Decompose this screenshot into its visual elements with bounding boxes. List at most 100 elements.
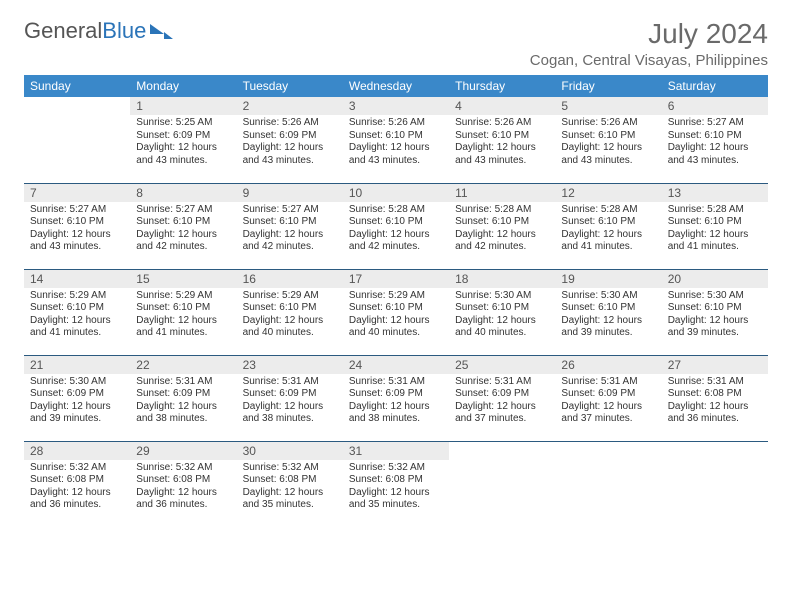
day-cell: 9Sunrise: 5:27 AMSunset: 6:10 PMDaylight… [237,183,343,269]
sunset-text: Sunset: 6:08 PM [243,474,337,487]
daylight-text: Daylight: 12 hours and 39 minutes. [561,315,655,340]
sunset-text: Sunset: 6:08 PM [668,388,762,401]
day-cell: 25Sunrise: 5:31 AMSunset: 6:09 PMDayligh… [449,355,555,441]
day-body: Sunrise: 5:28 AMSunset: 6:10 PMDaylight:… [662,202,768,258]
sunset-text: Sunset: 6:10 PM [349,216,443,229]
day-cell: 14Sunrise: 5:29 AMSunset: 6:10 PMDayligh… [24,269,130,355]
day-cell: 5Sunrise: 5:26 AMSunset: 6:10 PMDaylight… [555,97,661,183]
day-number: 9 [237,184,343,202]
sunrise-text: Sunrise: 5:26 AM [349,117,443,130]
daylight-text: Daylight: 12 hours and 43 minutes. [561,142,655,167]
location: Cogan, Central Visayas, Philippines [530,52,768,69]
daylight-text: Daylight: 12 hours and 41 minutes. [668,229,762,254]
sunrise-text: Sunrise: 5:32 AM [243,462,337,475]
day-body: Sunrise: 5:32 AMSunset: 6:08 PMDaylight:… [130,460,236,516]
daylight-text: Daylight: 12 hours and 42 minutes. [136,229,230,254]
sunrise-text: Sunrise: 5:30 AM [668,290,762,303]
sunrise-text: Sunrise: 5:31 AM [243,376,337,389]
sunset-text: Sunset: 6:10 PM [30,216,124,229]
day-cell: 12Sunrise: 5:28 AMSunset: 6:10 PMDayligh… [555,183,661,269]
daylight-text: Daylight: 12 hours and 43 minutes. [668,142,762,167]
day-number: 21 [24,356,130,374]
sunrise-text: Sunrise: 5:30 AM [455,290,549,303]
daylight-text: Daylight: 12 hours and 42 minutes. [349,229,443,254]
day-number: 20 [662,270,768,288]
sunrise-text: Sunrise: 5:30 AM [561,290,655,303]
sunset-text: Sunset: 6:10 PM [561,302,655,315]
day-body: Sunrise: 5:28 AMSunset: 6:10 PMDaylight:… [449,202,555,258]
day-number: 5 [555,97,661,115]
day-body: Sunrise: 5:27 AMSunset: 6:10 PMDaylight:… [662,115,768,171]
week-row: 1Sunrise: 5:25 AMSunset: 6:09 PMDaylight… [24,97,768,183]
sunset-text: Sunset: 6:09 PM [30,388,124,401]
day-number: 24 [343,356,449,374]
sunset-text: Sunset: 6:10 PM [243,302,337,315]
sunrise-text: Sunrise: 5:28 AM [455,204,549,217]
sunrise-text: Sunrise: 5:29 AM [136,290,230,303]
sunset-text: Sunset: 6:10 PM [668,130,762,143]
day-body: Sunrise: 5:28 AMSunset: 6:10 PMDaylight:… [343,202,449,258]
day-body: Sunrise: 5:29 AMSunset: 6:10 PMDaylight:… [343,288,449,344]
day-body: Sunrise: 5:32 AMSunset: 6:08 PMDaylight:… [24,460,130,516]
weekday-header: Tuesday [237,75,343,97]
day-cell: 30Sunrise: 5:32 AMSunset: 6:08 PMDayligh… [237,441,343,527]
day-body: Sunrise: 5:27 AMSunset: 6:10 PMDaylight:… [237,202,343,258]
daylight-text: Daylight: 12 hours and 39 minutes. [30,401,124,426]
daylight-text: Daylight: 12 hours and 36 minutes. [136,487,230,512]
daylight-text: Daylight: 12 hours and 43 minutes. [30,229,124,254]
sunrise-text: Sunrise: 5:31 AM [668,376,762,389]
sunset-text: Sunset: 6:08 PM [349,474,443,487]
day-body: Sunrise: 5:30 AMSunset: 6:10 PMDaylight:… [662,288,768,344]
day-body: Sunrise: 5:31 AMSunset: 6:08 PMDaylight:… [662,374,768,430]
daylight-text: Daylight: 12 hours and 43 minutes. [136,142,230,167]
day-body: Sunrise: 5:31 AMSunset: 6:09 PMDaylight:… [237,374,343,430]
sunrise-text: Sunrise: 5:28 AM [561,204,655,217]
weekday-header: Sunday [24,75,130,97]
logo: GeneralBlue [24,18,164,44]
logo-sail-icon [150,24,164,34]
daylight-text: Daylight: 12 hours and 40 minutes. [349,315,443,340]
sunset-text: Sunset: 6:09 PM [136,130,230,143]
day-number: 28 [24,442,130,460]
sunset-text: Sunset: 6:10 PM [136,216,230,229]
daylight-text: Daylight: 12 hours and 35 minutes. [243,487,337,512]
sunset-text: Sunset: 6:09 PM [455,388,549,401]
day-cell: 4Sunrise: 5:26 AMSunset: 6:10 PMDaylight… [449,97,555,183]
day-cell: 11Sunrise: 5:28 AMSunset: 6:10 PMDayligh… [449,183,555,269]
day-cell: 23Sunrise: 5:31 AMSunset: 6:09 PMDayligh… [237,355,343,441]
calendar-table: Sunday Monday Tuesday Wednesday Thursday… [24,75,768,527]
weekday-header: Saturday [662,75,768,97]
day-body: Sunrise: 5:30 AMSunset: 6:10 PMDaylight:… [555,288,661,344]
day-cell: 7Sunrise: 5:27 AMSunset: 6:10 PMDaylight… [24,183,130,269]
sunrise-text: Sunrise: 5:28 AM [668,204,762,217]
day-number: 26 [555,356,661,374]
sunset-text: Sunset: 6:10 PM [561,216,655,229]
day-body: Sunrise: 5:32 AMSunset: 6:08 PMDaylight:… [343,460,449,516]
day-number: 16 [237,270,343,288]
sunrise-text: Sunrise: 5:32 AM [30,462,124,475]
day-body: Sunrise: 5:32 AMSunset: 6:08 PMDaylight:… [237,460,343,516]
day-cell: 1Sunrise: 5:25 AMSunset: 6:09 PMDaylight… [130,97,236,183]
sunset-text: Sunset: 6:10 PM [349,130,443,143]
sunset-text: Sunset: 6:10 PM [136,302,230,315]
day-cell: 20Sunrise: 5:30 AMSunset: 6:10 PMDayligh… [662,269,768,355]
daylight-text: Daylight: 12 hours and 38 minutes. [136,401,230,426]
day-cell: 27Sunrise: 5:31 AMSunset: 6:08 PMDayligh… [662,355,768,441]
sunset-text: Sunset: 6:10 PM [668,302,762,315]
day-body: Sunrise: 5:31 AMSunset: 6:09 PMDaylight:… [343,374,449,430]
sunrise-text: Sunrise: 5:27 AM [243,204,337,217]
sunrise-text: Sunrise: 5:27 AM [30,204,124,217]
day-body: Sunrise: 5:31 AMSunset: 6:09 PMDaylight:… [449,374,555,430]
day-number: 23 [237,356,343,374]
sunrise-text: Sunrise: 5:27 AM [668,117,762,130]
day-cell: 28Sunrise: 5:32 AMSunset: 6:08 PMDayligh… [24,441,130,527]
sunset-text: Sunset: 6:10 PM [455,302,549,315]
day-cell: 6Sunrise: 5:27 AMSunset: 6:10 PMDaylight… [662,97,768,183]
weekday-header: Monday [130,75,236,97]
day-body: Sunrise: 5:27 AMSunset: 6:10 PMDaylight:… [130,202,236,258]
daylight-text: Daylight: 12 hours and 37 minutes. [561,401,655,426]
sunset-text: Sunset: 6:09 PM [561,388,655,401]
daylight-text: Daylight: 12 hours and 43 minutes. [349,142,443,167]
day-body: Sunrise: 5:26 AMSunset: 6:10 PMDaylight:… [555,115,661,171]
sunset-text: Sunset: 6:09 PM [349,388,443,401]
